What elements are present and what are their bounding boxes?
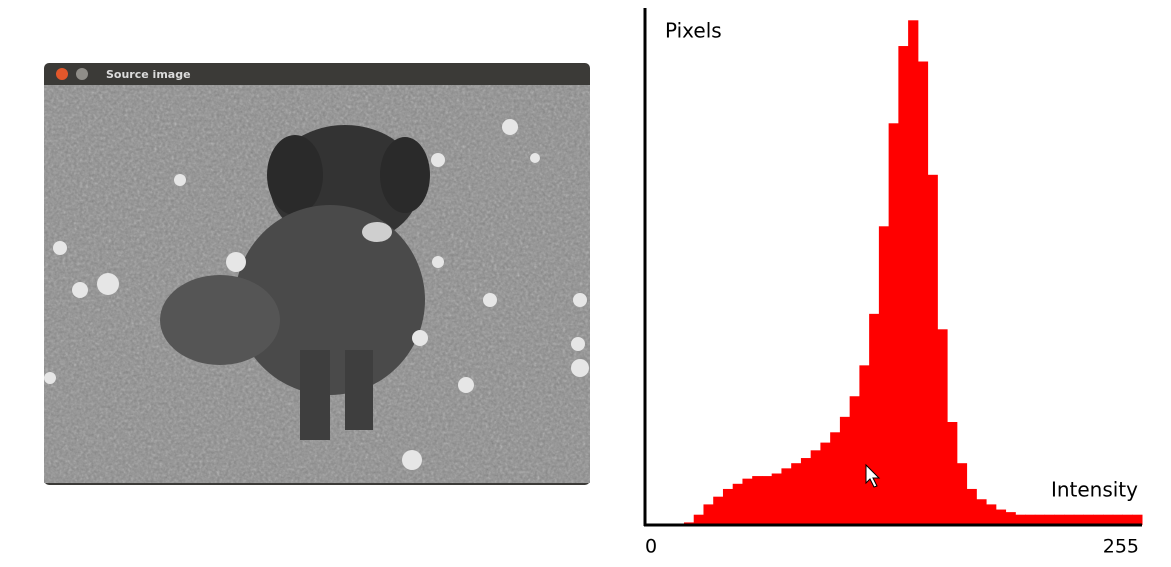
bar (947, 422, 958, 525)
bar (1132, 514, 1143, 525)
bar (878, 226, 890, 526)
bar (1112, 514, 1124, 525)
bar (966, 488, 977, 525)
bar (849, 396, 860, 525)
window-title: Source image (106, 68, 191, 81)
bar (937, 329, 948, 525)
mouse-cursor (865, 463, 881, 488)
bar (791, 463, 802, 525)
image-window: Source image (44, 63, 590, 485)
bar (1064, 514, 1075, 525)
bar (810, 450, 821, 525)
close-button[interactable] (56, 68, 68, 80)
bar (771, 473, 782, 525)
bar (995, 509, 1007, 525)
bar (781, 468, 792, 525)
y-axis-label: Pixels (665, 19, 722, 43)
x-tick-label: 255 (1103, 536, 1139, 558)
bar (888, 123, 899, 526)
bar (713, 496, 724, 525)
dog (160, 125, 430, 440)
x-axis-label: Intensity (1051, 478, 1138, 502)
bar (1034, 514, 1046, 525)
bar (752, 476, 763, 525)
bar (898, 46, 909, 526)
bar (1073, 514, 1085, 525)
flowers (44, 119, 589, 470)
bar (839, 416, 851, 525)
bar (1083, 514, 1094, 525)
bar (742, 478, 753, 525)
bar (1015, 514, 1026, 525)
bar (976, 499, 987, 525)
bar (761, 476, 773, 525)
x-tick-label: 0 (645, 536, 657, 558)
bar (732, 483, 743, 525)
bar (986, 504, 997, 525)
bar (1054, 514, 1065, 525)
bar (800, 458, 812, 525)
bar (859, 365, 870, 525)
bar (1122, 514, 1133, 525)
bar (956, 463, 968, 525)
minimize-button[interactable] (76, 68, 88, 80)
bar (693, 514, 704, 525)
bar (908, 20, 919, 526)
histogram-chart: 0 255 Pixels Intensity (643, 8, 1143, 558)
bar (703, 504, 714, 525)
bar (869, 313, 880, 525)
bar (722, 488, 734, 525)
bar (1093, 514, 1104, 525)
bar (917, 61, 929, 525)
bar (820, 442, 831, 525)
bar (1044, 514, 1055, 525)
bar (830, 432, 841, 525)
bar (1005, 512, 1016, 525)
bar (1103, 514, 1114, 525)
bar (927, 174, 938, 526)
bar (1025, 514, 1036, 525)
